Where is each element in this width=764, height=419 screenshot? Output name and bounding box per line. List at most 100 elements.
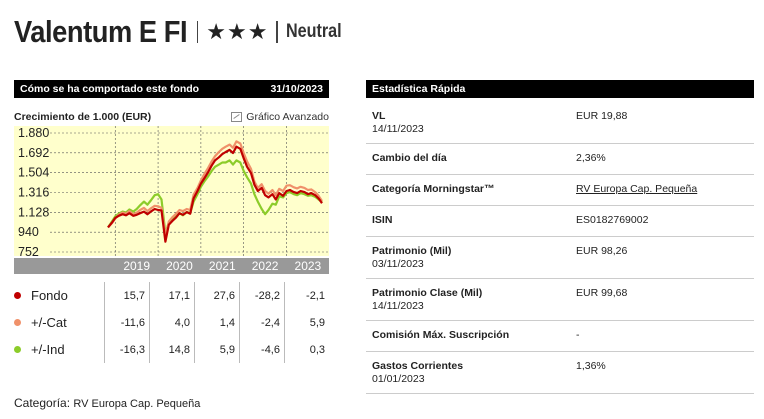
- stat-label-cell: VL 14/11/2023: [366, 102, 572, 143]
- legend-dot-icon: [14, 319, 21, 326]
- chart-header: Crecimiento de 1.000 (EUR) Gráfico Avanz…: [14, 110, 329, 124]
- returns-cell: 5,9: [284, 309, 329, 336]
- stat-label-cell: Gastos Corrientes 01/01/2023: [366, 352, 572, 393]
- chart-x-tick-label: 2023: [295, 259, 322, 273]
- returns-cell: 17,1: [149, 282, 194, 309]
- growth-chart-svg: 1.880 1.692 1.504 1.316 1.128 940 752 2019 2020 2…: [14, 126, 329, 274]
- stat-value: EUR 19,88: [576, 110, 628, 122]
- star-rating: ★★★: [206, 19, 269, 44]
- chart-x-tick-label: 2022: [252, 259, 279, 273]
- chart-series-line-ind: [107, 159, 323, 235]
- stat-label-cell: Categoría Morningstar™: [366, 175, 572, 205]
- stat-row: Patrimonio (Mil) 03/11/2023 EUR 98,26: [366, 237, 754, 279]
- stat-value: -: [576, 329, 580, 341]
- category-link[interactable]: RV Europa Cap. Pequeña: [576, 183, 698, 195]
- stat-row: Categoría Morningstar™ RV Europa Cap. Peq…: [366, 175, 754, 206]
- growth-chart: 1.880 1.692 1.504 1.316 1.128 940 752 2019 2020 2…: [14, 126, 329, 274]
- returns-cell: 4,0: [149, 309, 194, 336]
- returns-cell: -4,6: [239, 336, 284, 363]
- stat-label: Patrimonio Clase (Mil): [372, 287, 483, 299]
- chart-x-tick-label: 2019: [123, 259, 150, 273]
- stat-label-cell: Cambio del día: [366, 144, 572, 174]
- returns-row: +/-Cat -11,6 4,0 1,4 -2,4 5,9: [14, 309, 329, 336]
- returns-legend: Fondo: [14, 288, 104, 303]
- stat-label: Cambio del día: [372, 152, 447, 164]
- stat-date: 14/11/2023: [372, 300, 424, 312]
- stat-date: 01/01/2023: [372, 373, 425, 385]
- returns-cell: 0,3: [284, 336, 329, 363]
- returns-cell: -2,1: [284, 282, 329, 309]
- stat-date: 03/11/2023: [372, 258, 424, 270]
- annual-returns-table: Fondo 15,7 17,1 27,6 -28,2 -2,1 +/-Cat -11,6 4,0…: [14, 282, 329, 363]
- quick-stats-table: VL 14/11/2023 EUR 19,88 Cambio del día 2,36%…: [366, 102, 754, 394]
- category-footer: Categoría: RV Europa Cap. Pequeña: [14, 396, 200, 410]
- page-header: Valentum E FI ★★★ Neutral: [14, 12, 351, 52]
- returns-label: +/-Cat: [31, 315, 67, 330]
- returns-row: Fondo 15,7 17,1 27,6 -28,2 -2,1: [14, 282, 329, 309]
- stat-label: Patrimonio (Mil): [372, 245, 452, 257]
- returns-legend: +/-Cat: [14, 315, 104, 330]
- legend-dot-icon: [14, 292, 21, 299]
- performance-section-title: Cómo se ha comportado este fondo: [20, 83, 200, 95]
- stat-row: Gastos Corrientes 01/01/2023 1,36%: [366, 352, 754, 394]
- stat-label-cell: Comisión Máx. Suscripción: [366, 321, 572, 351]
- chart-y-tick-label: 1.128: [18, 205, 49, 219]
- chart-y-tick-label: 1.316: [18, 186, 49, 200]
- analyst-rating: Neutral: [285, 21, 342, 42]
- stat-value: EUR 99,68: [576, 287, 628, 299]
- fund-name: Valentum E FI: [14, 14, 188, 49]
- stat-label: Categoría Morningstar™: [372, 183, 495, 195]
- chart-y-tick-label: 1.504: [18, 166, 49, 180]
- returns-row: +/-Ind -16,3 14,8 5,9 -4,6 0,3: [14, 336, 329, 363]
- returns-label: Fondo: [31, 288, 68, 303]
- stat-date: 14/11/2023: [372, 123, 424, 135]
- returns-cell: -2,4: [239, 309, 284, 336]
- returns-cell: -16,3: [104, 336, 149, 363]
- stat-label-cell: ISIN: [366, 206, 572, 236]
- legend-dot-icon: [14, 346, 21, 353]
- returns-cell: -11,6: [104, 309, 149, 336]
- chart-y-tick-label: 940: [18, 225, 39, 239]
- chart-y-tick-label: 752: [18, 245, 39, 259]
- chart-x-tick-label: 2021: [209, 259, 236, 273]
- stat-label: ISIN: [372, 214, 393, 226]
- returns-cell: 5,9: [194, 336, 239, 363]
- chart-icon: [231, 112, 243, 122]
- stat-row: Cambio del día 2,36%: [366, 144, 754, 175]
- stat-value: EUR 98,26: [576, 245, 628, 257]
- stat-label: Comisión Máx. Suscripción: [372, 329, 510, 341]
- category-footer-value: RV Europa Cap. Pequeña: [73, 398, 201, 410]
- advanced-chart-link[interactable]: Gráfico Avanzado: [231, 111, 329, 123]
- chart-x-tick-label: 2020: [166, 259, 193, 273]
- returns-cell: -28,2: [239, 282, 284, 309]
- chart-plot-area: [14, 126, 329, 256]
- stat-row: ISIN ES0182769002: [366, 206, 754, 237]
- advanced-chart-label: Gráfico Avanzado: [246, 111, 329, 123]
- stat-label-cell: Patrimonio (Mil) 03/11/2023: [366, 237, 572, 278]
- stat-row: VL 14/11/2023 EUR 19,88: [366, 102, 754, 144]
- quick-stats-title: Estadística Rápida: [372, 83, 466, 95]
- stat-value: 2,36%: [576, 152, 606, 164]
- chart-y-tick-label: 1.692: [18, 146, 49, 160]
- chart-series-line-fondo: [107, 145, 323, 243]
- chart-x-axis-band: [14, 258, 329, 274]
- stat-value: 1,36%: [576, 360, 606, 372]
- stat-label: VL: [372, 110, 386, 122]
- returns-cell: 1,4: [194, 309, 239, 336]
- stat-label: Gastos Corrientes: [372, 360, 464, 372]
- quick-stats-header: Estadística Rápida: [366, 80, 754, 98]
- stat-value: ES0182769002: [576, 214, 649, 226]
- chart-title: Crecimiento de 1.000 (EUR): [14, 111, 152, 123]
- returns-label: +/-Ind: [31, 342, 65, 357]
- returns-cell: 15,7: [104, 282, 149, 309]
- stat-row: Comisión Máx. Suscripción -: [366, 321, 754, 352]
- header-separator: [196, 21, 199, 43]
- stat-label-cell: Patrimonio Clase (Mil) 14/11/2023: [366, 279, 572, 320]
- header-separator: [276, 21, 278, 43]
- performance-section-header: Cómo se ha comportado este fondo 31/10/2…: [14, 80, 329, 98]
- returns-cell: 14,8: [149, 336, 194, 363]
- category-footer-label: Categoría:: [14, 396, 71, 410]
- returns-cell: 27,6: [194, 282, 239, 309]
- stat-row: Patrimonio Clase (Mil) 14/11/2023 EUR 99,6…: [366, 279, 754, 321]
- returns-legend: +/-Ind: [14, 342, 104, 357]
